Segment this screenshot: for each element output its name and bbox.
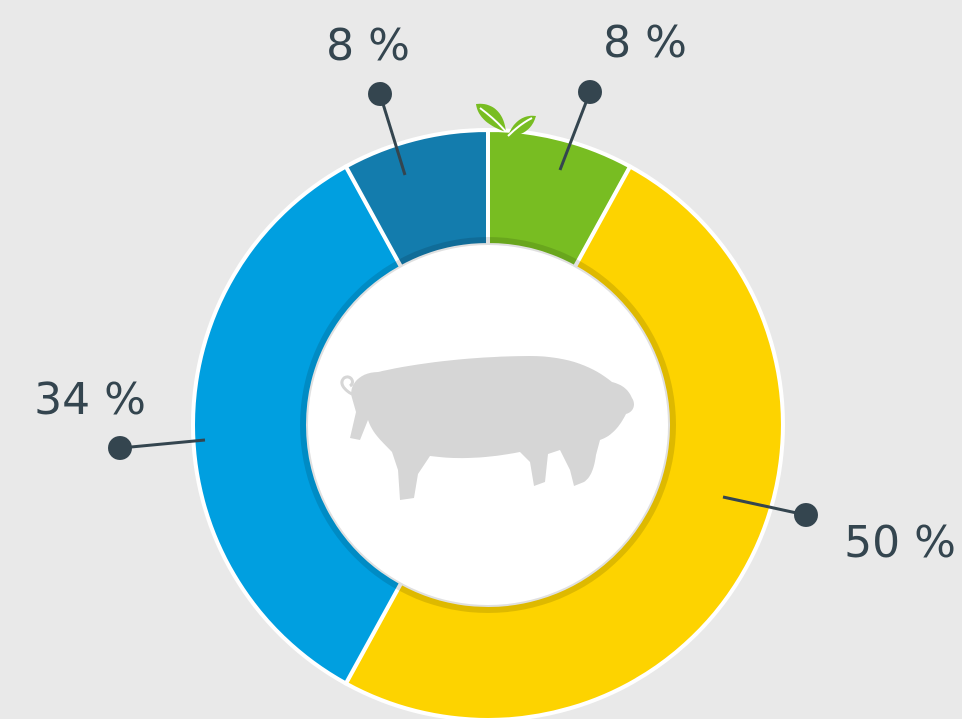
value-label: 50 % — [844, 517, 956, 568]
leaf-icon — [476, 103, 536, 137]
value-label: 34 % — [34, 374, 146, 425]
labels: 8 % 50 % 34 % 8 % — [34, 17, 956, 568]
leader-dot — [108, 436, 132, 460]
leader-line — [722, 495, 807, 517]
leader-dot — [368, 82, 392, 106]
leader-line — [119, 438, 206, 450]
leader-dot — [794, 503, 818, 527]
value-label: 8 % — [326, 20, 410, 71]
leader-line — [558, 91, 592, 171]
pig-icon — [350, 356, 634, 500]
leader-dot — [578, 80, 602, 104]
leader-line — [378, 93, 407, 176]
pig-tail — [340, 375, 357, 398]
value-label: 8 % — [603, 17, 687, 68]
